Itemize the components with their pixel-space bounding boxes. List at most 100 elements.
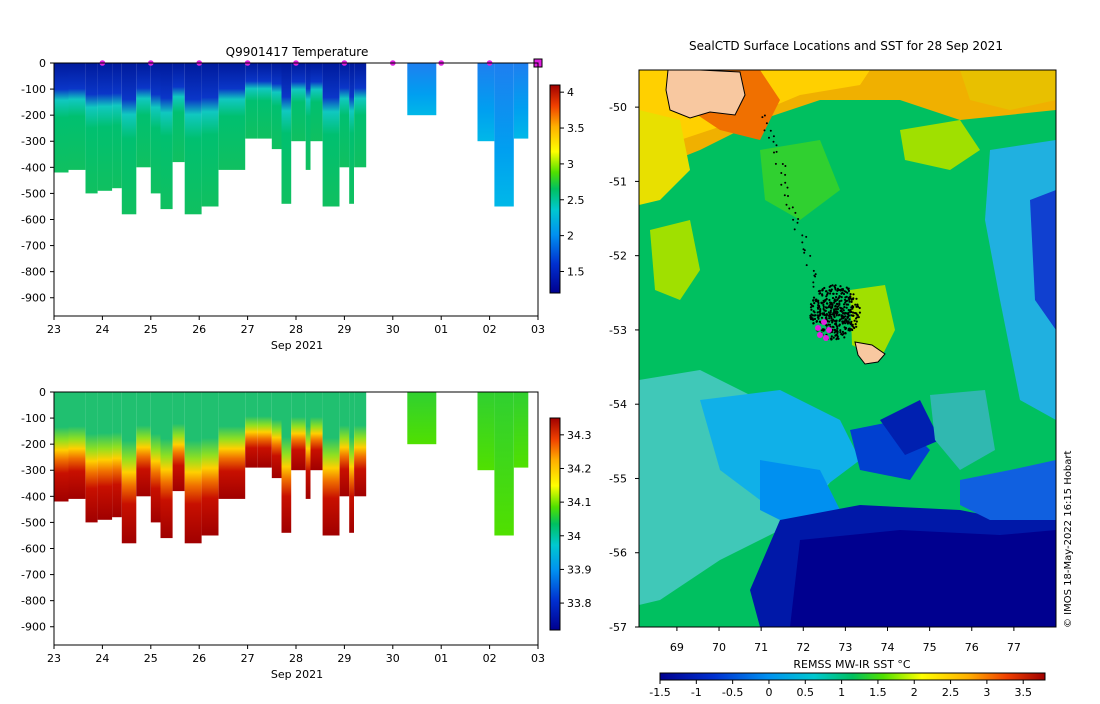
salinity-panel: 0 -100 -200 -300 -400 -500 -600 -700 -800 -900 23… [21,386,591,681]
track-point [853,311,857,315]
track-point [836,305,839,309]
track-point [834,334,837,337]
track-point [842,309,845,312]
track-point [768,136,770,139]
track-point [833,299,836,302]
track-point [843,306,846,309]
track-point [855,305,858,308]
track-point [839,329,842,332]
track-point [838,319,841,322]
track-point [856,303,859,306]
track-point [841,289,844,292]
track-point [820,301,823,304]
track-point [831,303,834,306]
track-point [831,325,834,328]
y-tick-label: -200 [21,109,46,122]
lon-tick-label: 74 [881,641,895,654]
track-point [765,122,768,125]
salinity-profile-bar [85,392,98,523]
y-tick-label: -500 [21,187,46,200]
track-point [826,293,829,296]
sst-colorbar-tick-label: 1 [838,686,845,699]
track-point [836,302,839,306]
track-point [816,300,820,303]
track-point [816,306,820,309]
temperature-profile-bar [54,63,69,173]
track-point [819,312,822,315]
track-point [835,292,838,295]
track-point [821,293,824,296]
track-point [828,298,831,302]
track-point [832,311,835,314]
track-point [840,314,843,317]
track-point [831,321,834,324]
salinity-colorbar [549,417,561,631]
y-tick-label: -400 [21,490,46,503]
salinity-profile-bar [245,392,258,468]
salinity-y-axis: 0 -100 -200 -300 -400 -500 -600 -700 -800 -900 [21,386,54,634]
salinity-profile-bar [218,392,246,499]
temperature-panel: Q9901417 Temperature 0 -100 -200 -300 -400 -5… [21,45,584,352]
temperature-profile-bar [121,63,137,215]
track-point [832,292,835,295]
track-point [832,336,835,339]
track-point [833,315,836,318]
surface-location-marker [823,335,829,341]
track-point [822,305,825,308]
surface-location-marker [826,327,832,333]
track-point [833,331,836,334]
y-tick-label: -300 [21,135,46,148]
track-point [824,309,827,312]
track-point [835,296,838,299]
map-axes-frame [638,69,1057,628]
track-point [812,296,816,299]
track-point [805,235,808,238]
track-point [787,195,789,197]
temperature-profile-bar [281,63,292,204]
salinity-profiles [54,392,529,544]
track-point [817,317,820,320]
x-tick-label: 02 [483,323,497,336]
sst-colorbar-tick-label: 2.5 [942,686,960,699]
temperature-profile-bar [349,63,354,204]
y-tick-label: -900 [21,292,46,305]
track-point [818,320,822,323]
track-point [850,322,853,325]
track-point [856,314,859,317]
track-point [827,311,831,314]
temperature-profile-bar [322,63,340,207]
track-point [857,305,860,308]
track-point [794,211,797,214]
track-point [839,331,842,334]
track-point [803,249,806,252]
salinity-profile-bar [494,392,514,536]
track-point [855,325,858,328]
track-point [842,292,846,296]
x-tick-label: 24 [95,652,109,665]
track-point [854,323,857,326]
track-point [825,290,828,293]
track-point [830,338,833,341]
track-point [830,288,833,291]
track-point [838,324,841,327]
sst-colorbar-tick-label: -1 [691,686,702,699]
temperature-profile-bar [68,63,86,170]
colorbar-tick-label: 33.8 [567,597,592,610]
track-point [844,331,847,335]
track-point [774,162,777,165]
track-point [819,292,822,295]
x-tick-label: 30 [386,652,400,665]
track-point [769,129,772,132]
lon-tick-label: 75 [923,641,937,654]
sst-colorbar-tick-label: 3 [983,686,990,699]
track-point [851,323,854,326]
x-tick-label: 23 [47,652,61,665]
track-point [793,228,796,231]
track-point [840,317,843,320]
track-point [844,296,847,299]
track-point [819,308,822,311]
temperature-profile-bar [310,63,323,142]
salinity-profile-bar [291,392,306,471]
track-point [788,207,791,210]
colorbar-tick-label: 34.3 [567,429,592,442]
